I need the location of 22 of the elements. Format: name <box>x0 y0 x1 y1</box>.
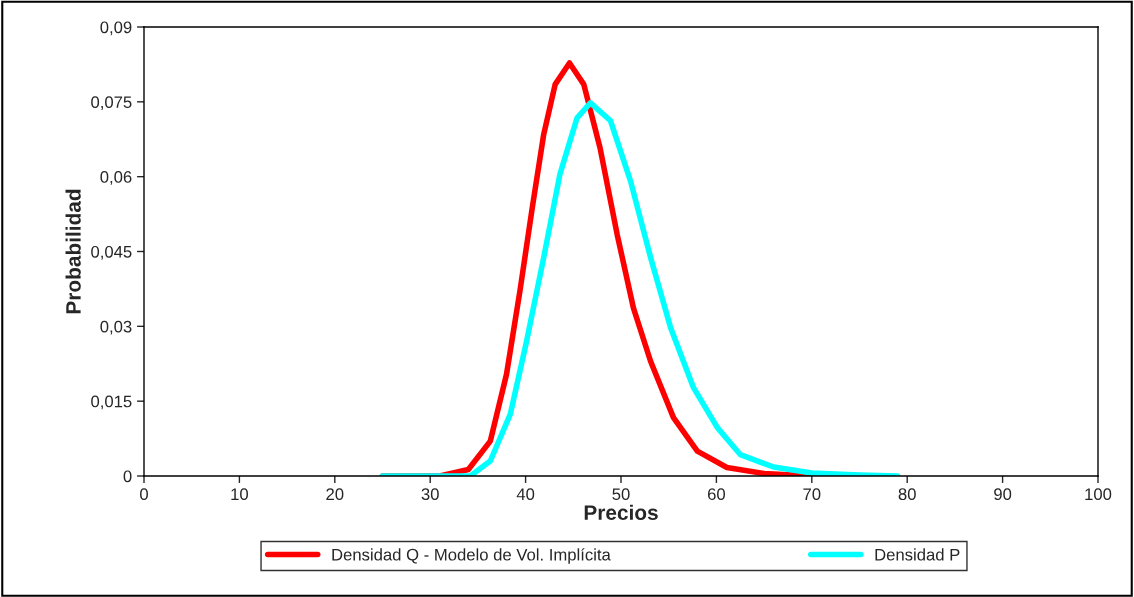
y-tick-label: 0 <box>123 470 132 483</box>
y-tick-label: 0,045 <box>91 245 132 260</box>
y-tick-label: 0,09 <box>100 21 132 36</box>
y-axis-title: Probabilidad <box>65 189 81 314</box>
x-tick-label: 60 <box>707 488 726 501</box>
y-tick-label: 0,06 <box>100 171 132 185</box>
x-tick-label: 10 <box>231 488 249 501</box>
x-tick-label: 50 <box>612 488 630 501</box>
y-tick-label: 0,03 <box>100 320 132 335</box>
x-tick-label: 70 <box>803 488 821 501</box>
x-tick-label: 40 <box>516 488 535 501</box>
x-tick-label: 80 <box>898 488 916 501</box>
x-tick-label: 90 <box>994 488 1012 501</box>
x-axis-title: Precios <box>584 504 658 521</box>
legend-label: Densidad P <box>875 548 960 561</box>
y-tick-label: 0,015 <box>91 395 132 410</box>
x-tick-label: 100 <box>1085 488 1112 501</box>
y-tick-label: 0,075 <box>91 96 132 111</box>
x-tick-label: 0 <box>140 488 148 501</box>
x-tick-label: 20 <box>326 488 344 501</box>
x-tick-label: 30 <box>421 488 439 501</box>
legend-label: Densidad Q - Modelo de Vol. Implícita <box>332 548 611 564</box>
